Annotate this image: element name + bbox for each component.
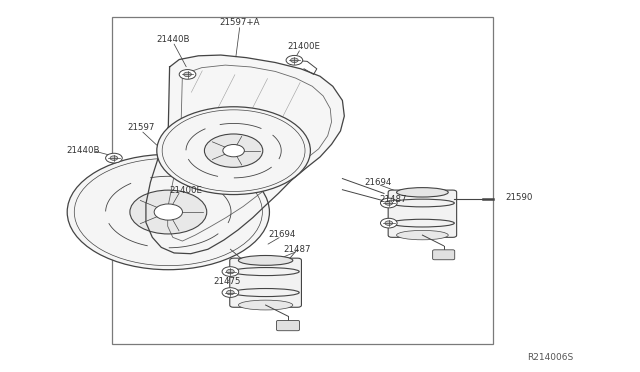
Text: 21694: 21694 (268, 230, 295, 239)
Text: 21597: 21597 (127, 123, 154, 132)
Circle shape (179, 70, 196, 79)
Ellipse shape (154, 204, 182, 220)
Circle shape (286, 55, 303, 65)
Text: 21440B: 21440B (67, 146, 100, 155)
Ellipse shape (238, 300, 292, 310)
Text: 21400E: 21400E (287, 42, 321, 51)
Ellipse shape (157, 107, 310, 195)
Circle shape (385, 221, 393, 225)
Bar (112, 17, 493, 344)
Ellipse shape (397, 230, 448, 240)
Ellipse shape (397, 187, 448, 197)
Circle shape (291, 58, 298, 62)
Ellipse shape (238, 256, 292, 265)
Ellipse shape (67, 154, 269, 270)
Circle shape (222, 288, 239, 297)
Text: R214006S: R214006S (527, 353, 573, 362)
Text: 21487: 21487 (284, 245, 311, 254)
Ellipse shape (74, 158, 262, 266)
Ellipse shape (130, 190, 207, 234)
Circle shape (110, 156, 118, 160)
Circle shape (106, 153, 122, 163)
Text: 21400E: 21400E (169, 186, 202, 195)
FancyBboxPatch shape (230, 258, 301, 307)
Circle shape (380, 198, 397, 208)
Text: 21440B: 21440B (156, 35, 189, 44)
Circle shape (184, 72, 191, 77)
Text: 21487: 21487 (380, 195, 407, 203)
Polygon shape (146, 55, 344, 254)
FancyBboxPatch shape (276, 320, 300, 331)
FancyBboxPatch shape (433, 250, 455, 260)
Ellipse shape (223, 144, 244, 157)
Circle shape (222, 267, 239, 276)
Text: 21694: 21694 (364, 178, 391, 187)
Circle shape (380, 218, 397, 228)
Circle shape (385, 201, 393, 205)
Text: 21475: 21475 (214, 278, 241, 286)
Text: 21590: 21590 (506, 193, 533, 202)
Ellipse shape (162, 110, 305, 192)
FancyBboxPatch shape (388, 190, 457, 237)
Circle shape (227, 269, 234, 274)
Text: 21597+A: 21597+A (220, 18, 260, 27)
Ellipse shape (204, 134, 263, 167)
Circle shape (227, 290, 234, 295)
